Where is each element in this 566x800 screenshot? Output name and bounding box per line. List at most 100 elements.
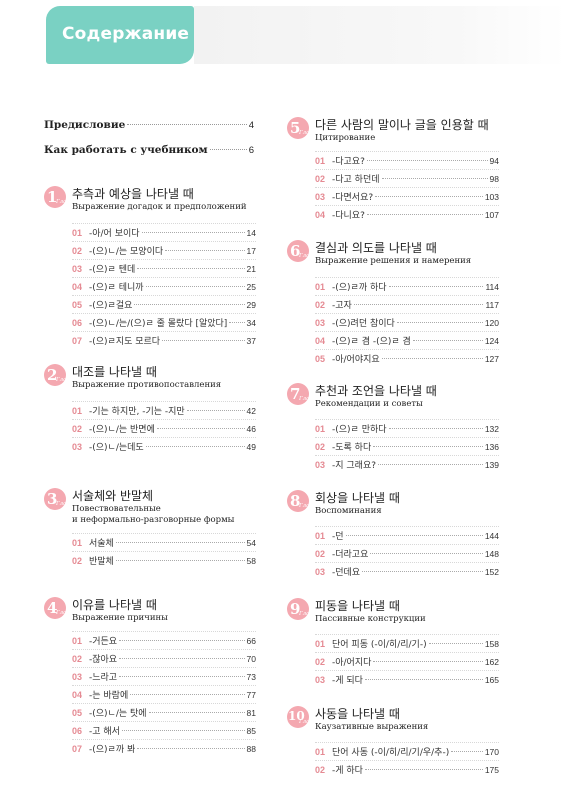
toc-entry[interactable]: 02 -(으)ㄴ/는 반면에 46 xyxy=(72,422,256,435)
row-separator xyxy=(72,241,256,242)
chapter-title-korean[interactable]: 추천과 조언을 나타낼 때 xyxy=(315,384,437,398)
badge-circle xyxy=(44,597,66,619)
chapter-title-russian-line: Выражение причины xyxy=(72,613,168,623)
toc-entry[interactable]: 01 -아/어 보이다 14 xyxy=(72,226,256,239)
toc-entry[interactable]: 02 -게 하다 175 xyxy=(315,763,499,776)
lesson-title: -던 xyxy=(332,532,344,542)
lesson-page: 158 xyxy=(484,639,499,649)
row-separator xyxy=(72,703,256,704)
chapter-title-russian: Цитирование xyxy=(315,133,375,144)
toc-entry[interactable]: 01 -다고요? 94 xyxy=(315,154,499,167)
lesson-title: -더라고요 xyxy=(332,550,369,560)
toc-entry[interactable]: 01 단어 사동 (-이/히/리/기/우/추-) 170 xyxy=(315,745,499,758)
chapter-number: 10 xyxy=(288,709,305,723)
toc-entry[interactable]: 01 -던 144 xyxy=(315,529,499,542)
chapter-word: Глава xyxy=(56,610,73,616)
toc-entry[interactable]: 03 -다면서요? 103 xyxy=(315,190,499,203)
toc-entry[interactable]: 01 -(으)ㄹ 만하다 132 xyxy=(315,422,499,435)
toc-entry[interactable]: 05 -(으)ㄹ걸요 29 xyxy=(72,298,256,311)
chapter-number-badge: 3 Глава xyxy=(44,488,73,512)
toc-entry[interactable]: 04 -는 바람에 77 xyxy=(72,688,256,701)
row-separator xyxy=(72,277,256,278)
toc-entry[interactable]: 07 -(으)ㄹ까 봐 88 xyxy=(72,742,256,755)
chapter-title-russian-line: Выражение решения и намерения xyxy=(315,256,472,266)
chapter-title-korean[interactable]: 이유를 나타낼 때 xyxy=(72,598,157,612)
toc-entry[interactable]: 01 단어 피동 (-이/히/리/기-) 158 xyxy=(315,637,499,650)
lesson-number: 01 xyxy=(315,639,326,649)
chapter-number-badge: 10 Глава xyxy=(287,706,316,730)
chapter-number: 3 xyxy=(47,490,58,508)
toc-entry[interactable]: 04 -다니요? 107 xyxy=(315,208,499,221)
badge-circle xyxy=(287,383,309,405)
chapter-title-korean[interactable]: 서술체와 반말체 xyxy=(72,489,154,503)
lesson-number: 02 xyxy=(315,442,326,452)
toc-entry[interactable]: 02 -(으)ㄴ/는 모양이다 17 xyxy=(72,244,256,257)
toc-entry[interactable]: 03 -던데요 152 xyxy=(315,565,499,578)
toc-entry[interactable]: 01 -(으)ㄹ까 하다 114 xyxy=(315,280,499,293)
lesson-title: -느라고 xyxy=(89,673,118,683)
toc-entry[interactable]: 04 -(으)ㄹ 겸 -(으)ㄹ 겸 124 xyxy=(315,334,499,347)
toc-entry[interactable]: 03 -지 그래요? 139 xyxy=(315,458,499,471)
intro-entry-how-to-use[interactable]: Как работать с учебником 6 xyxy=(44,144,254,156)
lesson-page: 70 xyxy=(246,654,256,664)
toc-entry[interactable]: 02 -도록 하다 136 xyxy=(315,440,499,453)
chapter-title-korean[interactable]: 회상을 나타낼 때 xyxy=(315,491,400,505)
lesson-page: 58 xyxy=(246,556,256,566)
toc-entry[interactable]: 02 -고자 117 xyxy=(315,298,499,311)
toc-entry[interactable]: 06 -(으)ㄴ/는/(으)ㄹ 줄 몰랐다 [알았다] 34 xyxy=(72,316,256,329)
lesson-page: 85 xyxy=(246,726,256,736)
dot-leader xyxy=(127,124,247,125)
lesson-number: 05 xyxy=(315,354,326,364)
dot-leader xyxy=(130,694,245,695)
intro-entry-preface[interactable]: Предисловие 4 xyxy=(44,119,254,131)
lesson-page: 120 xyxy=(484,318,499,328)
row-separator xyxy=(72,419,256,420)
chapter-title-korean[interactable]: 다른 사람의 말이나 글을 인용할 때 xyxy=(315,118,489,132)
toc-entry[interactable]: 05 -(으)ㄴ/는 탓에 81 xyxy=(72,706,256,719)
row-separator xyxy=(315,455,499,456)
toc-entry[interactable]: 01 -거든요 66 xyxy=(72,634,256,647)
lesson-number: 03 xyxy=(315,318,326,328)
lesson-number: 03 xyxy=(72,672,83,682)
badge-circle xyxy=(287,490,309,512)
chapter-title-korean[interactable]: 대조를 나타낼 때 xyxy=(72,365,157,379)
lesson-number: 06 xyxy=(72,726,83,736)
toc-entry[interactable]: 06 -고 해서 85 xyxy=(72,724,256,737)
dot-leader xyxy=(229,322,245,323)
toc-entry[interactable]: 02 -더라고요 148 xyxy=(315,547,499,560)
badge-circle xyxy=(287,598,309,620)
chapter-title-russian: Каузативные выражения xyxy=(315,722,428,733)
lesson-title: -아/어 보이다 xyxy=(89,229,140,239)
toc-entry[interactable]: 02 -다고 하던데 98 xyxy=(315,172,499,185)
toc-entry[interactable]: 03 -(으)ㄴ/는데도 49 xyxy=(72,440,256,453)
chapter-title-korean[interactable]: 사동을 나타낼 때 xyxy=(315,707,400,721)
chapter-title-korean[interactable]: 결심과 의도를 나타낼 때 xyxy=(315,241,437,255)
chapter-title-russian-line: Выражение противопоставления xyxy=(72,380,222,390)
toc-entry[interactable]: 03 -게 되다 165 xyxy=(315,673,499,686)
toc-entry[interactable]: 02 반말체 58 xyxy=(72,554,256,567)
toc-entry[interactable]: 02 -아/어지다 162 xyxy=(315,655,499,668)
toc-entry[interactable]: 01 -기는 하지만, -기는 -지만 42 xyxy=(72,404,256,417)
toc-entry[interactable]: 02 -잖아요 70 xyxy=(72,652,256,665)
dot-leader xyxy=(141,232,245,233)
lesson-title: 단어 피동 (-이/히/리/기-) xyxy=(332,640,427,650)
row-separator xyxy=(315,437,499,438)
dot-leader xyxy=(137,748,245,749)
toc-entry[interactable]: 01 서술체 54 xyxy=(72,536,256,549)
row-separator xyxy=(72,437,256,438)
chapter-title-russian: Рекомендации и советы xyxy=(315,399,423,410)
toc-entry[interactable]: 07 -(으)ㄹ지도 모르다 37 xyxy=(72,334,256,347)
toc-entry[interactable]: 03 -(으)ㄹ 텐데 21 xyxy=(72,262,256,275)
dot-leader xyxy=(366,160,488,161)
row-separator xyxy=(315,313,499,314)
chapter-title-korean[interactable]: 추측과 예상을 나타낼 때 xyxy=(72,187,194,201)
toc-entry[interactable]: 03 -느라고 73 xyxy=(72,670,256,683)
chapter-number: 9 xyxy=(290,600,301,618)
chapter-word: Глава xyxy=(299,503,316,509)
toc-entry[interactable]: 04 -(으)ㄹ 테니까 25 xyxy=(72,280,256,293)
lesson-page: 34 xyxy=(246,318,256,328)
lesson-number: 01 xyxy=(72,228,83,238)
toc-entry[interactable]: 03 -(으)려던 참이다 120 xyxy=(315,316,499,329)
toc-entry[interactable]: 05 -아/어야지요 127 xyxy=(315,352,499,365)
chapter-title-korean[interactable]: 피동을 나타낼 때 xyxy=(315,599,400,613)
